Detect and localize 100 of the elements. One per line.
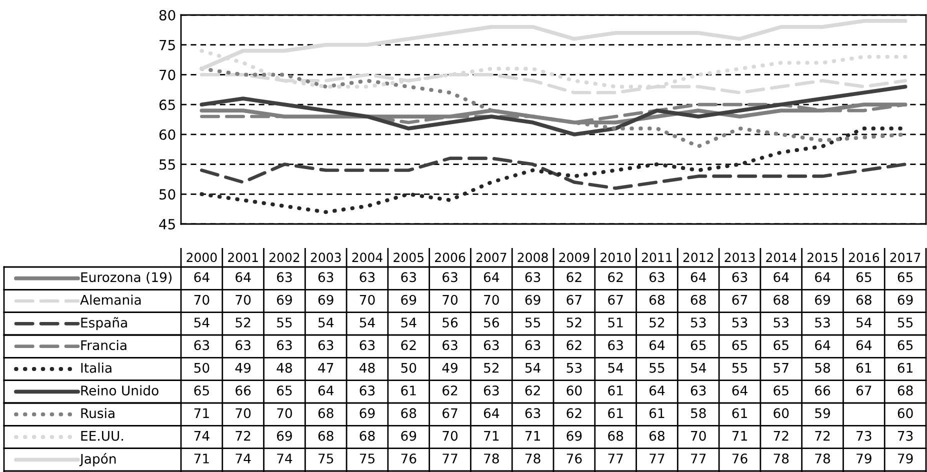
data-label: 54 (318, 318, 334, 328)
data-label: 69 (525, 294, 540, 305)
data-label: 71 (732, 431, 747, 441)
data-label: 55 (525, 318, 540, 328)
data-label: 75 (360, 454, 374, 464)
legend-label: EE.UU. (81, 431, 123, 441)
data-label: 69 (277, 430, 292, 441)
data-label: 69 (360, 408, 375, 418)
data-label: 67 (608, 294, 623, 305)
data-label: 60 (566, 386, 582, 396)
data-label: 63 (442, 340, 458, 350)
data-label: 64 (318, 386, 334, 396)
data-label: 65 (774, 340, 788, 350)
data-label: 68 (650, 430, 664, 441)
data-label: 68 (898, 386, 913, 396)
data-label: 78 (484, 454, 499, 464)
data-label: 63 (690, 386, 706, 396)
data-label: 79 (898, 454, 913, 464)
data-label: 78 (525, 454, 540, 464)
data-label: 53 (732, 318, 748, 328)
data-label: 69 (401, 430, 416, 441)
data-label: 61 (898, 362, 912, 373)
data-label: 69 (566, 430, 582, 441)
data-label: 54 (194, 318, 210, 328)
data-label: 55 (898, 318, 913, 328)
data-label: 53 (815, 318, 830, 328)
data-label: 76 (401, 454, 416, 464)
x-tick-label: 2006 (435, 252, 466, 262)
data-label: 70 (691, 430, 706, 441)
data-label: 65 (774, 386, 788, 396)
data-label: 68 (608, 430, 624, 441)
legend-label: Alemania (80, 294, 141, 305)
data-label: 65 (732, 340, 747, 350)
legend-label: Eurozona (19) (81, 272, 172, 284)
data-label: 61 (401, 386, 416, 396)
data-label: 70 (484, 294, 499, 305)
data-label: 70 (442, 294, 458, 305)
data-label: 68 (360, 430, 375, 441)
data-label: 70 (236, 294, 251, 305)
x-tick-label: 2010 (600, 252, 631, 262)
data-label: 63 (318, 272, 334, 282)
data-label: 63 (194, 340, 210, 350)
data-label: 70 (442, 430, 458, 441)
data-label: 68 (856, 294, 872, 305)
x-tick-label: 2005 (394, 252, 424, 262)
data-label: 54 (525, 363, 540, 373)
line-series (200, 156, 907, 190)
data-label: 66 (236, 386, 251, 396)
data-label: 75 (318, 454, 334, 464)
data-label: 52 (566, 318, 582, 328)
data-label: 65 (690, 340, 706, 350)
x-tick-label: 2009 (559, 252, 590, 262)
data-label: 72 (815, 430, 830, 441)
y-tick-label: 45 (159, 219, 175, 230)
data-label: 77 (650, 454, 664, 464)
y-tick-label: 65 (159, 100, 175, 110)
legend-label: Reino Unido (81, 385, 158, 396)
x-tick-label: 2007 (476, 252, 506, 262)
data-label: 62 (442, 386, 458, 396)
data-label: 69 (277, 294, 292, 305)
x-tick-label: 2014 (766, 252, 796, 262)
data-label: 68 (318, 430, 334, 441)
data-label: 74 (277, 454, 292, 464)
data-label: 67 (442, 408, 458, 418)
data-label: 54 (401, 318, 416, 328)
data-label: 67 (732, 294, 748, 305)
data-label: 63 (360, 340, 375, 350)
data-label: 70 (277, 408, 292, 418)
data-label: 63 (401, 272, 416, 282)
data-label: 51 (608, 318, 623, 328)
data-label: 71 (194, 408, 209, 418)
y-tick-label: 50 (160, 189, 176, 200)
data-label: 78 (774, 454, 789, 464)
x-tick-label: 2003 (310, 252, 341, 262)
x-tick-label: 2000 (186, 252, 217, 262)
data-label: 52 (484, 362, 498, 373)
data-label: 68 (401, 408, 416, 418)
data-label: 71 (194, 454, 209, 464)
data-label: 63 (484, 386, 499, 396)
data-label: 62 (525, 386, 540, 396)
y-tick-label: 70 (160, 70, 176, 80)
data-label: 61 (608, 408, 623, 418)
data-label: 78 (815, 454, 830, 464)
x-tick-label: 2017 (890, 252, 920, 262)
data-label: 65 (277, 386, 292, 396)
x-tick-label: 2001 (228, 252, 258, 262)
data-label: 49 (442, 362, 458, 373)
data-label: 58 (690, 408, 706, 418)
data-label: 76 (732, 454, 748, 464)
data-label: 69 (401, 294, 416, 305)
data-label: 64 (650, 340, 665, 350)
x-tick-label: 2004 (352, 252, 382, 262)
x-tick-label: 2013 (724, 252, 755, 262)
y-tick-label: 80 (159, 10, 176, 20)
legend-label: Francia (81, 340, 126, 350)
legend-label: Japón (79, 453, 116, 466)
data-label: 63 (525, 272, 540, 282)
data-label: 63 (732, 272, 748, 282)
y-tick-label: 60 (159, 129, 176, 140)
data-label: 49 (235, 362, 251, 373)
